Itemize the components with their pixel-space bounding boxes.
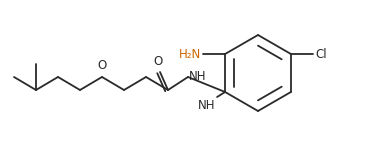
Text: Cl: Cl (315, 48, 327, 60)
Text: NH: NH (197, 99, 215, 112)
Text: NH: NH (189, 70, 206, 84)
Text: O: O (153, 55, 163, 68)
Text: H₂N: H₂N (179, 48, 201, 60)
Text: O: O (97, 59, 107, 72)
